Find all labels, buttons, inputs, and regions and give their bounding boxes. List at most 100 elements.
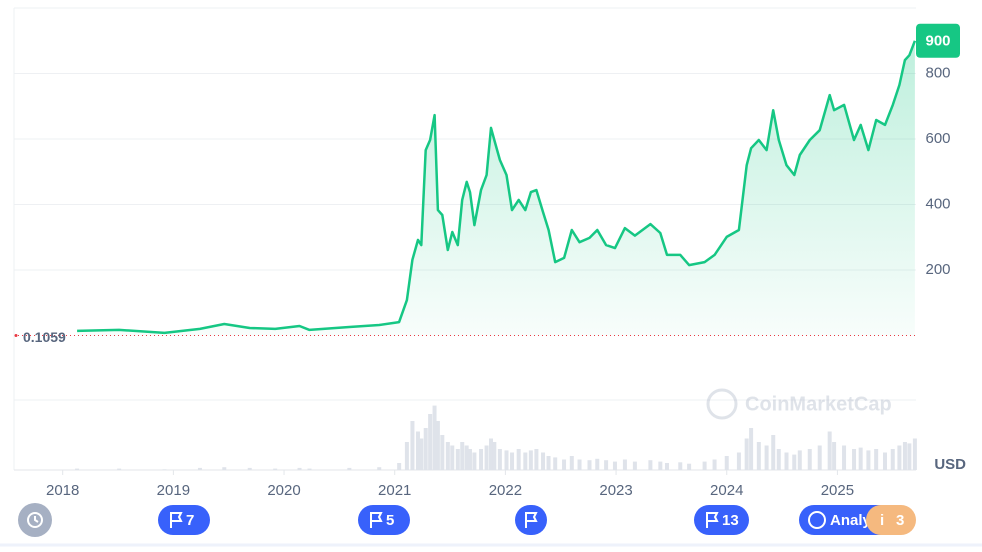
- price-line: [77, 40, 917, 335]
- event-badge[interactable]: 7: [158, 505, 210, 535]
- y-tick-label: 800: [925, 64, 950, 81]
- volume-bar: [445, 442, 450, 470]
- y-tick-label: 400: [925, 195, 950, 212]
- info-icon[interactable]: i: [880, 512, 884, 529]
- volume-bar: [397, 463, 402, 470]
- watermark-text: CoinMarketCap: [745, 393, 892, 415]
- volume-bar: [724, 456, 729, 470]
- x-tick-label: 2019: [157, 482, 190, 499]
- volume-bar: [510, 452, 515, 470]
- volume-bar: [817, 445, 822, 470]
- volume-bar: [771, 435, 776, 470]
- watermark: CoinMarketCap: [706, 388, 892, 420]
- x-tick-label: 2021: [378, 482, 411, 499]
- volume-bar: [612, 461, 617, 470]
- volume-bar: [784, 452, 789, 470]
- volume-bar: [455, 449, 460, 470]
- volume-bar: [902, 442, 907, 470]
- volume-bar: [756, 442, 761, 470]
- volume-bar: [907, 443, 912, 470]
- volume-bar: [897, 445, 902, 470]
- volume-bar: [523, 452, 528, 470]
- volume-bar: [874, 449, 879, 470]
- last-price-badge: 900: [916, 23, 960, 58]
- volume-bar: [883, 452, 888, 470]
- volume-bar: [827, 431, 832, 470]
- currency-label: USD: [934, 456, 966, 473]
- start-price-dot: [14, 333, 18, 337]
- x-tick-label: 2025: [821, 482, 854, 499]
- volume-bar: [440, 435, 445, 470]
- volume-bar: [347, 467, 352, 470]
- volume-bar: [432, 405, 437, 470]
- volume-bar: [423, 428, 428, 470]
- volume-bar: [622, 459, 627, 470]
- volume-bar: [664, 463, 669, 470]
- volume-bar: [404, 442, 409, 470]
- volume-bar: [492, 442, 497, 470]
- y-tick-label: 200: [925, 261, 950, 278]
- volume-bar: [472, 452, 477, 470]
- volume-bar: [776, 449, 781, 470]
- volume-bar: [546, 456, 551, 470]
- start-price-label: 0.1059: [23, 329, 66, 345]
- volume-bar: [604, 460, 609, 470]
- volume-bar: [648, 460, 653, 470]
- volume-bar: [497, 449, 502, 470]
- y-tick-label: 600: [925, 130, 950, 147]
- volume-bar: [807, 449, 812, 470]
- volume-bar: [197, 467, 202, 470]
- volume-bar: [504, 450, 509, 470]
- volume-bar: [792, 454, 797, 470]
- volume-bar: [764, 445, 769, 470]
- info-count[interactable]: 3: [896, 512, 904, 529]
- history-button[interactable]: [18, 503, 52, 537]
- volume-bar: [587, 460, 592, 470]
- volume-bar: [528, 450, 533, 470]
- volume-bar: [736, 452, 741, 470]
- volume-bar: [162, 469, 167, 470]
- volume-bar: [297, 467, 302, 470]
- volume-bar: [222, 467, 227, 470]
- volume-bar: [410, 421, 415, 470]
- last-price-label: 900: [925, 33, 950, 50]
- analysis-label[interactable]: Analy: [830, 512, 872, 529]
- event-count[interactable]: 13: [722, 512, 739, 529]
- volume-bar: [435, 421, 440, 470]
- volume-bar: [489, 438, 494, 470]
- volume-bar: [419, 438, 424, 470]
- x-tick-label: 2023: [599, 482, 632, 499]
- volume-bar: [117, 468, 122, 470]
- event-count[interactable]: 7: [186, 512, 194, 529]
- volume-bar: [479, 449, 484, 470]
- volume-bar: [541, 452, 546, 470]
- info-button[interactable]: i 3: [866, 505, 916, 535]
- volume-bar: [415, 431, 420, 470]
- volume-bar: [832, 442, 837, 470]
- volume-bar: [702, 461, 707, 470]
- volume-bar: [467, 449, 472, 470]
- event-badge[interactable]: 5: [358, 505, 410, 535]
- event-count[interactable]: 5: [386, 512, 394, 529]
- volume-bar: [797, 450, 802, 470]
- volume-bar: [75, 468, 80, 470]
- volume-bar: [460, 442, 465, 470]
- last-price-bg: [916, 23, 960, 58]
- volume-bar: [534, 449, 539, 470]
- x-tick-label: 2018: [46, 482, 79, 499]
- volume-bar: [247, 467, 252, 470]
- event-badge[interactable]: [515, 505, 547, 535]
- volume-bar: [744, 438, 749, 470]
- volume-bar: [450, 445, 455, 470]
- volume-bar: [484, 445, 489, 470]
- volume-bar: [553, 457, 558, 470]
- x-tick-label: 2022: [489, 482, 522, 499]
- volume-bar: [912, 438, 917, 470]
- price-area: [77, 40, 915, 336]
- volume-bar: [658, 461, 663, 470]
- x-tick-label: 2024: [710, 482, 743, 499]
- volume-bar: [569, 456, 574, 470]
- event-badge[interactable]: 13: [694, 505, 749, 535]
- volume-bar: [595, 458, 600, 470]
